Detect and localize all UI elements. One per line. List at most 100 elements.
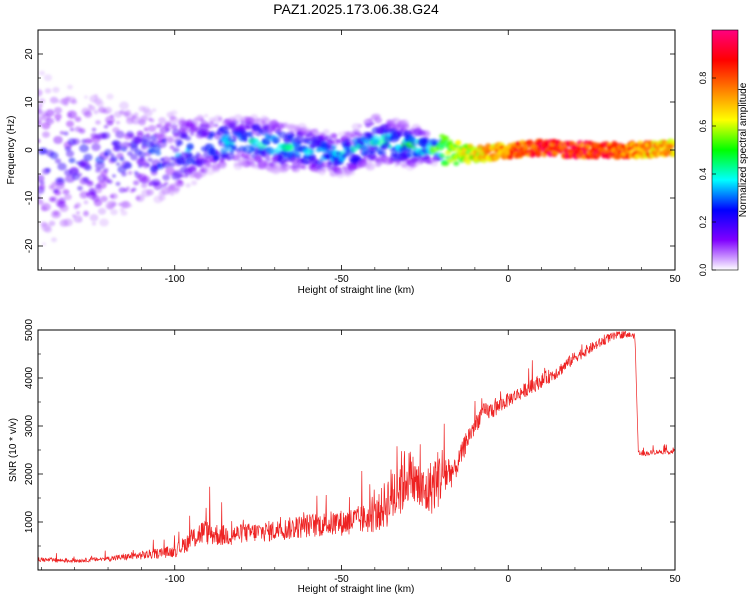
spectrogram-cell xyxy=(411,142,418,148)
spectrogram-cell xyxy=(103,124,109,129)
spectrogram-cell xyxy=(77,218,83,223)
spectrogram-cell xyxy=(213,123,219,128)
spectrogram-cell xyxy=(103,106,113,114)
spectrogram-cell xyxy=(671,140,675,146)
snr-plot-area xyxy=(38,330,675,570)
spectrogram-cell xyxy=(191,180,198,186)
spectrogram-cell xyxy=(68,157,76,164)
spectrogram-cell xyxy=(76,211,80,215)
spectrogram-cell xyxy=(59,204,69,212)
spectrogram-cell xyxy=(145,132,151,137)
spectrogram-cell xyxy=(109,153,115,158)
spectrogram-cell xyxy=(165,167,176,176)
spectrogram-cell xyxy=(127,171,133,175)
spectrogram-cell xyxy=(185,183,191,188)
spectrogram-cell xyxy=(331,133,338,139)
spectrogram-cell xyxy=(175,187,181,191)
spectrogram-cell xyxy=(67,84,73,90)
spectrogram-cell xyxy=(309,149,315,154)
spectrogram-cell xyxy=(211,165,221,173)
spectrogram-cell xyxy=(425,155,431,160)
spectrogram-cell xyxy=(158,194,166,201)
spectrogram-cell xyxy=(38,184,46,190)
spectrogram-cell xyxy=(101,132,111,140)
x-tick-label: 50 xyxy=(669,274,681,285)
spectrogram-y-label: Frequency (Hz) xyxy=(6,116,17,185)
spectrogram-cell xyxy=(74,116,82,122)
spectrogram-cell xyxy=(49,151,59,160)
spectrogram-cell xyxy=(141,175,151,183)
spectrogram-cell xyxy=(38,103,43,109)
spectrogram-cell xyxy=(94,94,98,98)
spectrogram-cell xyxy=(49,184,55,190)
spectrogram-cell xyxy=(115,181,121,186)
spectrogram-cell xyxy=(93,110,99,115)
spectrogram-cell xyxy=(301,165,307,170)
spectrogram-cell xyxy=(133,137,143,145)
spectrogram-cell xyxy=(367,134,374,139)
colorbar-ticks: 0.0 0.2 0.4 0.6 0.8 xyxy=(698,72,716,276)
spectrogram-cell xyxy=(65,150,75,158)
snr-y-label: SNR (10 * v/v) xyxy=(8,418,19,482)
spectrogram-cell xyxy=(38,174,45,183)
spectrogram-cell xyxy=(176,180,185,188)
spectrogram-cell xyxy=(106,93,114,100)
spectrogram-cell xyxy=(177,140,184,146)
spectrogram-cell xyxy=(409,160,419,168)
spectrogram-cell xyxy=(321,168,327,172)
spectrogram-cell xyxy=(164,120,172,127)
spectrogram-cell xyxy=(86,180,94,187)
spectrogram-cell xyxy=(67,110,77,119)
spectrogram-cell xyxy=(241,151,251,160)
spectrogram-cell xyxy=(153,181,164,191)
spectrogram-cell xyxy=(357,123,363,128)
spectrogram-cell xyxy=(233,114,243,122)
spectrogram-cell xyxy=(250,114,258,121)
spectrogram-cell xyxy=(171,115,177,120)
spectrogram-cell xyxy=(39,70,45,76)
spectrogram-cell xyxy=(168,161,176,168)
spectrogram-cell xyxy=(147,157,153,162)
snr-x-ticks: -100 -50 0 50 xyxy=(41,330,681,585)
spectrogram-cell xyxy=(231,144,238,150)
spectrogram-cell xyxy=(663,151,670,157)
spectrogram-cell xyxy=(322,129,330,135)
spectrogram-cell xyxy=(91,143,101,152)
spectrogram-cell xyxy=(91,127,97,132)
spectrogram-cell xyxy=(116,162,120,166)
spectrogram-cell xyxy=(48,220,56,227)
spectrogram-cell xyxy=(223,130,229,136)
snr-y-ticks: 1000 2000 3000 4000 5000 xyxy=(24,318,675,571)
spectrogram-cell xyxy=(289,133,295,137)
spectrogram-cell xyxy=(215,150,221,156)
spectrogram-cell xyxy=(186,142,194,150)
spectrogram-cell xyxy=(46,117,54,125)
spectrogram-cell xyxy=(155,150,162,156)
figure-title: PAZ1.2025.173.06.38.G24 xyxy=(273,1,439,17)
spectrogram-cell xyxy=(52,86,60,93)
spectrogram-cell xyxy=(161,138,167,143)
spectrogram-cell xyxy=(112,174,116,178)
spectrogram-cell xyxy=(422,130,431,138)
colorbar-frame xyxy=(711,29,739,271)
spectrogram-cell xyxy=(110,193,118,200)
spectrogram-cell xyxy=(131,187,137,192)
y-tick-label: 20 xyxy=(24,48,35,60)
colorbar: 0.0 0.2 0.4 0.6 0.8 Normalized spectral ampl… xyxy=(698,29,749,276)
spectrogram-cell xyxy=(149,118,155,123)
spectrogram-cell xyxy=(453,160,460,166)
spectrogram-cell xyxy=(328,145,333,150)
colorbar-tick-label: 0.8 xyxy=(698,72,708,85)
spectrogram-cell xyxy=(51,181,57,186)
spectrogram-cell xyxy=(110,156,118,163)
spectrogram-cell xyxy=(89,214,99,222)
spectrogram-cell xyxy=(129,133,135,139)
spectrogram-cell xyxy=(170,110,178,116)
spectrogram-cell xyxy=(115,120,121,125)
spectrogram-cell xyxy=(100,195,108,203)
spectrogram-cell xyxy=(84,95,88,99)
spectrogram-cell xyxy=(62,189,70,195)
spectrogram-cell xyxy=(51,237,57,243)
spectrogram-cell xyxy=(336,139,341,143)
spectrogram-cell xyxy=(106,120,114,126)
